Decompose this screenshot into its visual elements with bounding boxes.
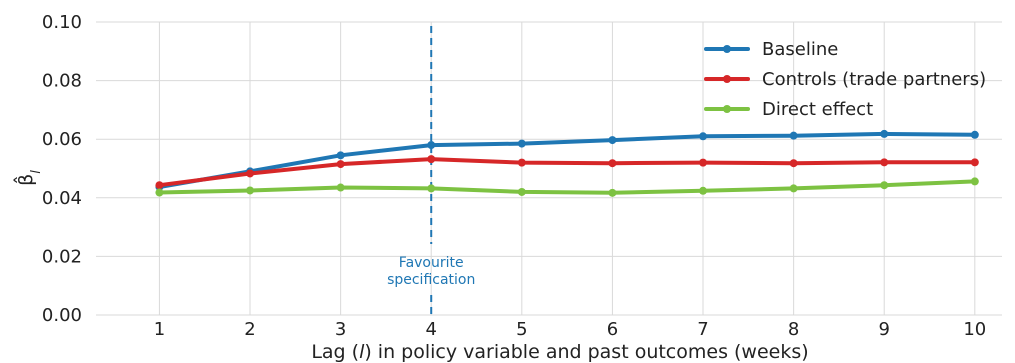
data-point	[427, 141, 436, 150]
grid	[96, 21, 1002, 316]
x-axis-label-end: ) in policy variable and past outcomes (…	[364, 341, 808, 363]
data-point	[789, 184, 798, 193]
data-point	[699, 186, 708, 195]
data-point	[427, 155, 436, 164]
data-point	[336, 183, 345, 192]
legend-entry: Direct effect	[762, 99, 873, 120]
data-point	[880, 181, 889, 190]
data-point	[517, 187, 526, 196]
data-point	[880, 158, 889, 167]
data-point	[880, 129, 889, 138]
y-tick-label: 0.06	[42, 129, 82, 150]
data-point	[336, 151, 345, 160]
y-tick-label: 0.10	[42, 12, 82, 33]
x-tick-label: 8	[788, 319, 799, 340]
data-point	[699, 158, 708, 167]
x-tick-label: 7	[697, 319, 708, 340]
legend-swatch-marker	[723, 105, 731, 113]
data-point	[608, 159, 617, 168]
favourite-specification-label: Favourite	[399, 255, 464, 271]
series-line	[157, 179, 977, 195]
series-line	[157, 157, 977, 188]
x-axis-label-variable: l	[359, 341, 365, 363]
x-tick-label: 1	[154, 319, 165, 340]
y-axis-label-base: β̂	[13, 174, 37, 186]
favourite-specification-label: specification	[387, 272, 475, 288]
y-axis-label: β̂l	[13, 170, 44, 186]
data-point	[699, 132, 708, 141]
x-tick-label: 4	[425, 319, 436, 340]
y-axis-label-subscript: l	[29, 170, 44, 174]
x-axis-label: Lag (l) in policy variable and past outc…	[311, 341, 808, 363]
x-tick-label: 5	[516, 319, 527, 340]
data-series	[155, 129, 979, 197]
y-axis-ticks: 0.00 0.02 0.04 0.06 0.08 0.10	[42, 12, 82, 326]
x-tick-label: 2	[244, 319, 255, 340]
y-tick-label: 0.08	[42, 71, 82, 92]
data-point	[789, 159, 798, 168]
legend: Baseline Controls (trade partners) Direct …	[704, 39, 986, 120]
y-tick-label: 0.00	[42, 305, 82, 326]
data-point	[789, 131, 798, 140]
data-point	[155, 181, 164, 190]
data-point	[608, 188, 617, 197]
x-tick-label: 10	[963, 319, 986, 340]
data-point	[517, 158, 526, 167]
legend-entry: Baseline	[762, 39, 838, 60]
data-point	[155, 188, 164, 197]
data-point	[246, 186, 255, 195]
data-point	[970, 158, 979, 167]
data-point	[517, 139, 526, 148]
x-tick-label: 6	[607, 319, 618, 340]
legend-swatch-marker	[723, 75, 731, 83]
x-tick-label: 3	[335, 319, 346, 340]
legend-swatch-marker	[723, 45, 731, 53]
data-point	[608, 136, 617, 145]
data-point	[970, 130, 979, 139]
data-point	[970, 177, 979, 186]
series-line	[157, 131, 977, 189]
x-axis-label-start: Lag (	[311, 341, 359, 363]
legend-entry: Controls (trade partners)	[762, 69, 986, 90]
data-point	[427, 184, 436, 193]
y-tick-label: 0.02	[42, 246, 82, 267]
data-point	[246, 169, 255, 178]
x-tick-label: 9	[878, 319, 889, 340]
x-axis-ticks: 1 2 3 4 5 6 7 8 9 10	[154, 319, 987, 340]
y-tick-label: 0.04	[42, 188, 82, 209]
data-point	[336, 160, 345, 169]
